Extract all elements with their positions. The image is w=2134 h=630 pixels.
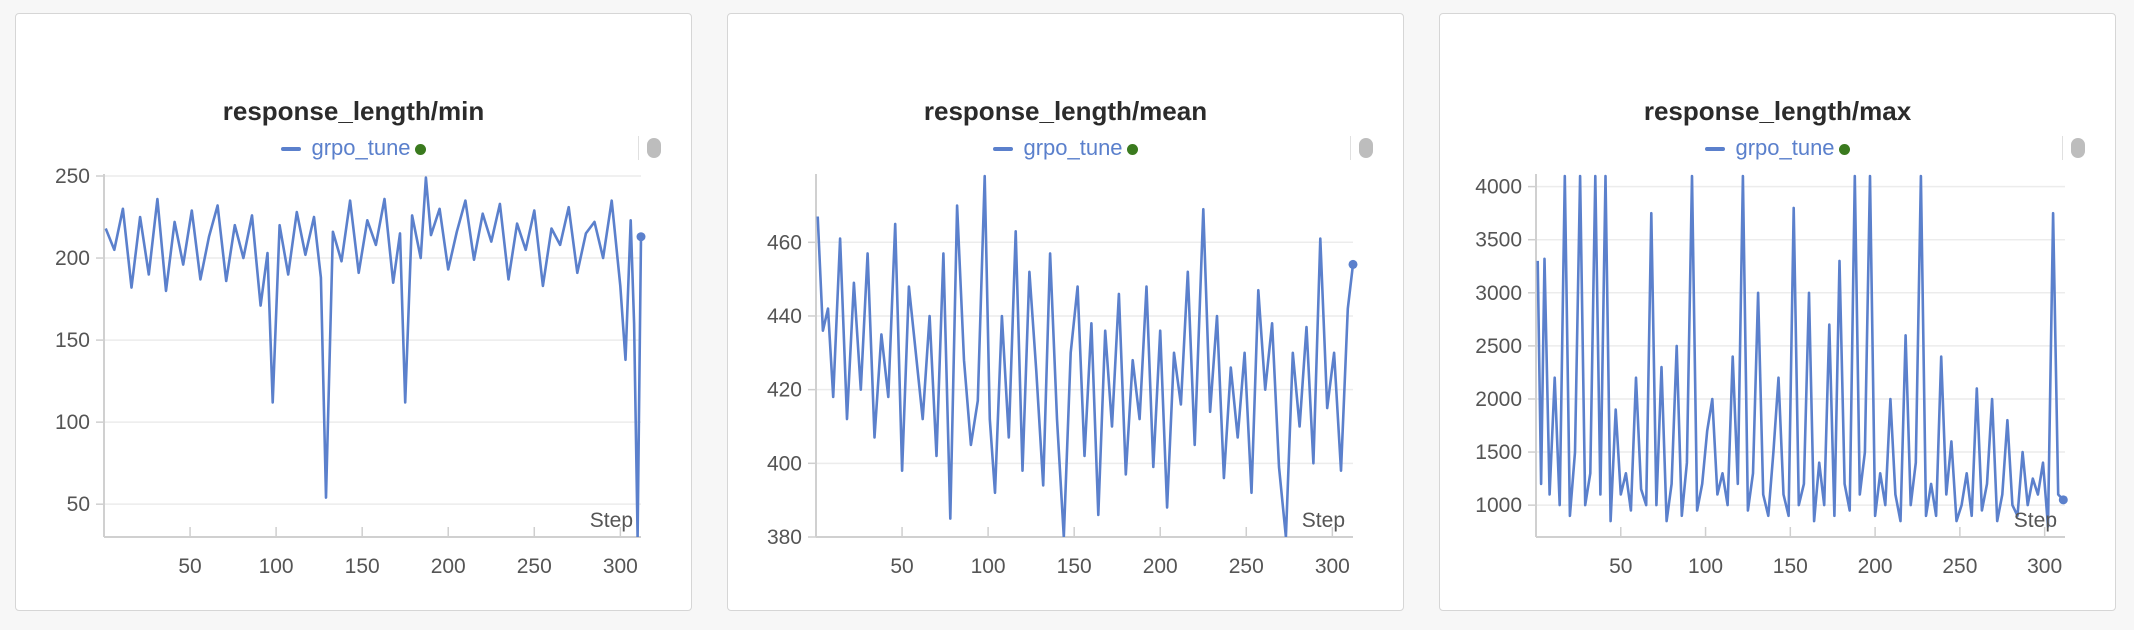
chart-legend[interactable]: grpo_tune [16,135,691,161]
x-tick-label: 150 [1057,555,1092,578]
drag-handle-icon[interactable] [638,136,667,160]
series-last-point [2058,495,2068,505]
legend-line-swatch [993,147,1014,152]
legend-line-swatch [281,147,302,152]
drag-handle-icon[interactable] [2062,136,2091,160]
x-tick-label: 100 [971,555,1006,578]
x-tick-label: 300 [1315,555,1350,578]
series-line-grpo_tune [104,176,643,537]
chart-title: response_length/mean [923,96,1208,126]
chart-panel-max: response_length/max grpo_tune 1000 1500 20… [1439,13,2116,611]
y-tick-label: 1500 [1475,441,1522,464]
chart-plot[interactable]: 380 400 420 440 460 50 100 150 200 250 300 Step [728,14,1405,612]
y-tick-label: 460 [767,231,802,254]
legend-series-label: grpo_tune [311,135,411,160]
chart-legend[interactable]: grpo_tune [728,135,1403,161]
legend-line-swatch [1705,147,1726,152]
y-tick-label: 250 [55,165,90,188]
run-status-dot-icon [1838,143,1850,155]
series-last-point [636,232,646,242]
y-tick-label: 380 [767,526,802,549]
x-tick-label: 100 [259,555,294,578]
x-tick-label: 250 [1942,555,1977,578]
chart-title: response_length/max [1643,96,1912,126]
chart-plot[interactable]: 50 100 150 200 250 50 100 150 200 250 300 Step [16,14,693,612]
chart-panel-mean: response_length/mean grpo_tune 380 400 420… [727,13,1404,611]
series-line-grpo_tune [816,174,1355,537]
series-last-point [1348,259,1358,269]
y-tick-label: 100 [55,411,90,434]
run-status-dot-icon [1126,143,1138,155]
chart-panel-min: response_length/min grpo_tune 50 100 150 20… [15,13,692,611]
y-tick-label: 3500 [1475,229,1522,252]
y-tick-label: 3000 [1475,282,1522,305]
y-tick-label: 50 [67,493,90,516]
y-tick-label: 2000 [1475,388,1522,411]
x-tick-label: 150 [345,555,380,578]
y-tick-label: 1000 [1475,494,1522,517]
y-tick-label: 400 [767,452,802,475]
y-tick-label: 4000 [1475,176,1522,199]
x-tick-label: 300 [2027,555,2062,578]
x-tick-label: 50 [890,555,913,578]
x-tick-label: 150 [1773,555,1808,578]
legend-series-label: grpo_tune [1023,135,1123,160]
x-axis-label: Step [1302,509,1345,532]
chart-title: response_length/min [222,96,485,126]
drag-handle-icon[interactable] [1350,136,1379,160]
x-tick-label: 200 [1143,555,1178,578]
y-tick-label: 420 [767,379,802,402]
chart-plot[interactable]: 1000 1500 2000 2500 3000 3500 4000 50 100 150 200 2… [1440,14,2117,612]
x-tick-label: 250 [1229,555,1264,578]
x-axis-label: Step [590,509,633,532]
y-tick-label: 2500 [1475,335,1522,358]
x-tick-label: 50 [178,555,201,578]
x-tick-label: 50 [1609,555,1632,578]
x-tick-label: 100 [1688,555,1723,578]
x-tick-label: 300 [603,555,638,578]
x-tick-label: 200 [431,555,466,578]
x-tick-label: 250 [517,555,552,578]
legend-series-label: grpo_tune [1735,135,1835,160]
y-tick-label: 440 [767,305,802,328]
run-status-dot-icon [414,143,426,155]
series-line-grpo_tune [1536,174,2065,528]
chart-legend[interactable]: grpo_tune [1440,135,2115,161]
x-tick-label: 200 [1858,555,1893,578]
y-tick-label: 150 [55,329,90,352]
y-tick-label: 200 [55,247,90,270]
x-axis-label: Step [2014,509,2057,532]
